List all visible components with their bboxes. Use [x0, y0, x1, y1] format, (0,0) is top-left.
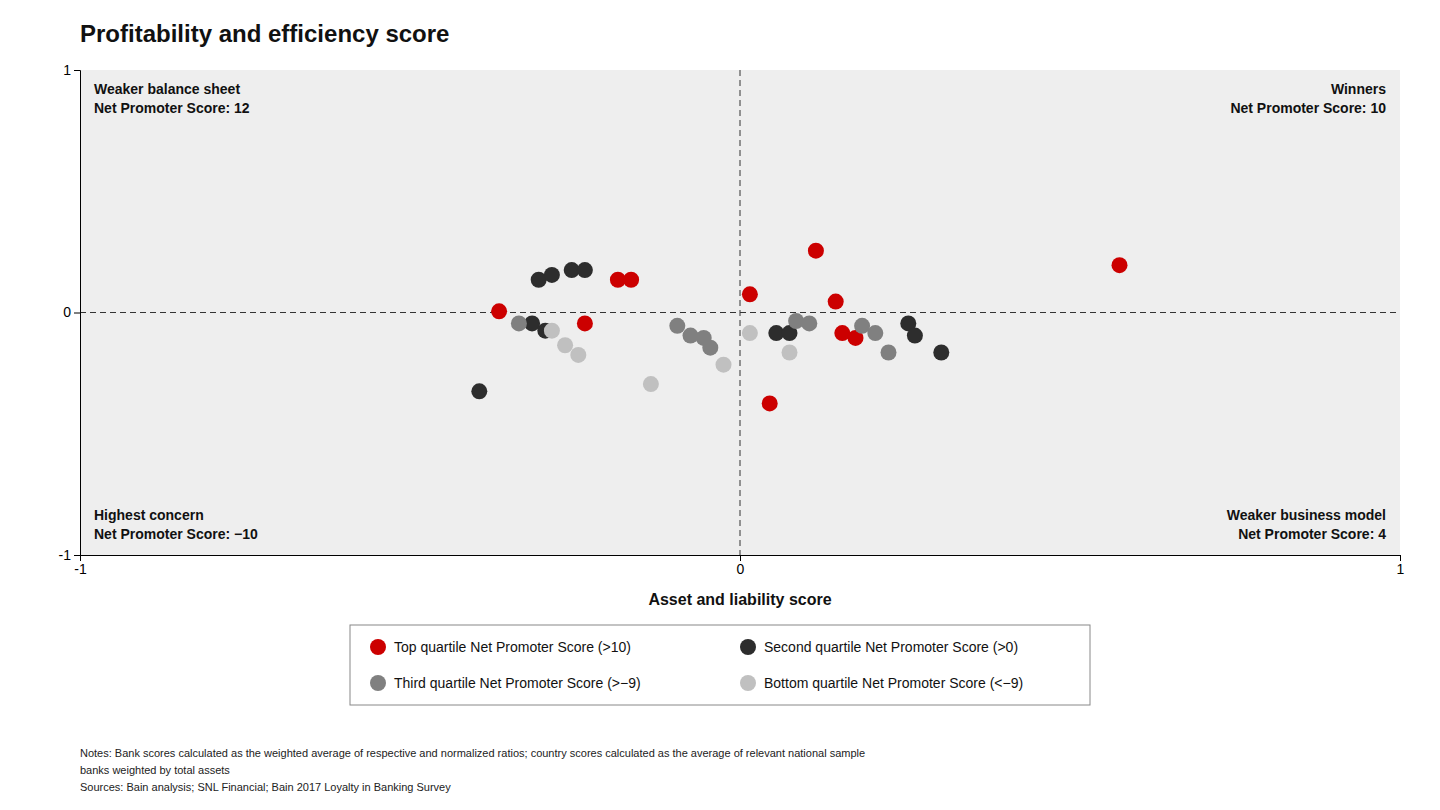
title: Profitability and efficiency score — [80, 20, 449, 47]
tick-label: 1 — [1397, 561, 1405, 577]
legend-item: Top quartile Net Promoter Score (>10) — [370, 639, 631, 655]
point — [577, 262, 593, 278]
legend-label: Third quartile Net Promoter Score (>−9) — [394, 675, 641, 691]
tick: 0 — [63, 304, 80, 320]
tick: 1 — [1397, 555, 1405, 577]
point — [577, 315, 593, 331]
chart: Profitability and efficiency score-101-1… — [0, 0, 1440, 810]
legend-label: Bottom quartile Net Promoter Score (<−9) — [764, 675, 1023, 691]
legend-item: Third quartile Net Promoter Score (>−9) — [370, 675, 641, 691]
point — [643, 376, 659, 392]
tick-mark — [74, 70, 80, 71]
point — [828, 294, 844, 310]
point — [491, 303, 507, 319]
note: Sources: Bain analysis; SNL Financial; B… — [80, 781, 451, 793]
point — [933, 345, 949, 361]
annotation: Weaker balance sheet — [94, 81, 240, 97]
series — [544, 323, 798, 392]
annotation: Weaker business model — [1227, 507, 1386, 523]
series — [491, 243, 1127, 412]
tick: 0 — [737, 555, 745, 577]
legend-swatch — [370, 675, 386, 691]
reference-lines — [80, 70, 1400, 555]
point — [907, 328, 923, 344]
point — [511, 315, 527, 331]
point — [716, 357, 732, 373]
point — [544, 267, 560, 283]
annotation: Net Promoter Score: −10 — [94, 526, 258, 542]
tick-mark — [74, 555, 80, 556]
legend-swatch — [370, 639, 386, 655]
point — [881, 345, 897, 361]
tick: 1 — [63, 62, 80, 78]
point — [808, 243, 824, 259]
annotations: Weaker balance sheet Net Promoter Score: … — [94, 81, 1386, 542]
point — [1112, 257, 1128, 273]
legend-item: Bottom quartile Net Promoter Score (<−9) — [740, 675, 1023, 691]
tick: -1 — [59, 547, 80, 563]
point — [544, 323, 560, 339]
point — [742, 286, 758, 302]
legend-label: Second quartile Net Promoter Score (>0) — [764, 639, 1018, 655]
tick-label: -1 — [59, 547, 72, 563]
annotation: Winners — [1331, 81, 1386, 97]
points — [471, 243, 1127, 412]
point — [742, 325, 758, 341]
tick-label: 1 — [63, 62, 71, 78]
legend: Top quartile Net Promoter Score (>10) Sec… — [350, 625, 1090, 705]
note: banks weighted by total assets — [80, 764, 230, 776]
annotation: Net Promoter Score: 12 — [94, 100, 250, 116]
tick-mark — [74, 313, 80, 314]
tick-label: 0 — [63, 304, 71, 320]
legend-box — [350, 625, 1090, 705]
tick: -1 — [74, 555, 87, 577]
point — [623, 272, 639, 288]
tick-label: -1 — [74, 561, 87, 577]
point — [782, 345, 798, 361]
legend-item: Second quartile Net Promoter Score (>0) — [740, 639, 1018, 655]
axis-line — [74, 71, 81, 556]
point — [702, 340, 718, 356]
tick-label: 0 — [737, 561, 745, 577]
point — [867, 325, 883, 341]
series — [511, 313, 897, 361]
x-axis-label: Asset and liability score — [648, 591, 831, 608]
point — [762, 395, 778, 411]
x-axis: -1 0 1 — [74, 555, 1404, 577]
point — [557, 337, 573, 353]
legend-swatch — [740, 675, 756, 691]
point — [570, 347, 586, 363]
legend-label: Top quartile Net Promoter Score (>10) — [394, 639, 631, 655]
point — [669, 318, 685, 334]
plot-background — [80, 70, 1400, 555]
note: Notes: Bank scores calculated as the wei… — [80, 747, 865, 759]
annotation: Highest concern — [94, 507, 204, 523]
point — [471, 383, 487, 399]
reference-line — [80, 312, 1400, 313]
annotation: Net Promoter Score: 10 — [1230, 100, 1386, 116]
point — [801, 315, 817, 331]
series — [471, 262, 949, 399]
legend-swatch — [740, 639, 756, 655]
notes: Notes: Bank scores calculated as the wei… — [80, 747, 865, 793]
y-axis: -1 0 1 — [59, 62, 81, 563]
annotation: Net Promoter Score: 4 — [1238, 526, 1386, 542]
